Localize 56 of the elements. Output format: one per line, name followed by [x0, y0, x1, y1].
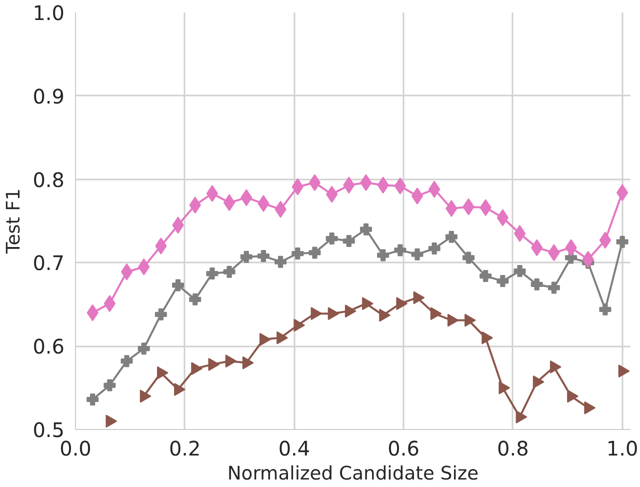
point: [411, 187, 424, 204]
point: [599, 232, 612, 249]
point: [445, 230, 458, 243]
point: [394, 244, 406, 256]
point: [308, 174, 321, 192]
y-tick-label: 0.7: [32, 251, 65, 276]
point: [156, 366, 168, 380]
point: [86, 393, 99, 406]
x-axis-title: Normalized Candidate Size: [227, 464, 479, 484]
point: [480, 270, 492, 282]
point: [189, 293, 202, 306]
point: [326, 186, 338, 203]
point: [120, 263, 133, 280]
point: [138, 342, 150, 355]
y-tick-label: 1.0: [32, 1, 65, 25]
point: [172, 279, 184, 292]
point: [530, 278, 543, 290]
y-axis-title: Test F1: [4, 188, 25, 255]
point: [120, 355, 133, 368]
point: [104, 379, 116, 392]
point: [616, 184, 628, 202]
point: [154, 308, 167, 320]
point: [496, 209, 509, 226]
point: [104, 295, 116, 312]
x-tick-label: 1.0: [606, 436, 638, 460]
y-tick-label: 0.8: [32, 168, 65, 192]
x-tick-label: 0.4: [278, 436, 310, 460]
point: [274, 256, 287, 268]
y-tick-label: 0.9: [32, 84, 65, 108]
point: [240, 250, 252, 263]
point: [599, 303, 612, 316]
point: [496, 275, 509, 288]
point: [616, 236, 628, 248]
point: [514, 225, 526, 242]
x-tick-label: 0.2: [168, 436, 201, 460]
point: [411, 248, 424, 260]
point: [223, 194, 236, 212]
point: [428, 242, 440, 255]
point: [326, 232, 338, 245]
point: [514, 265, 526, 278]
point: [548, 282, 560, 294]
point: [550, 360, 562, 374]
point: [206, 268, 218, 280]
point: [308, 246, 321, 259]
x-tick-label: 0.8: [497, 436, 529, 460]
point: [360, 223, 372, 236]
point: [462, 252, 475, 264]
point: [206, 184, 218, 202]
point: [257, 250, 270, 262]
point: [223, 266, 236, 278]
point: [292, 248, 304, 260]
point: [342, 235, 355, 248]
x-tick-label: 0.6: [388, 436, 420, 460]
y-tick-label: 0.6: [32, 334, 65, 359]
point: [447, 314, 459, 327]
point: [377, 249, 390, 262]
